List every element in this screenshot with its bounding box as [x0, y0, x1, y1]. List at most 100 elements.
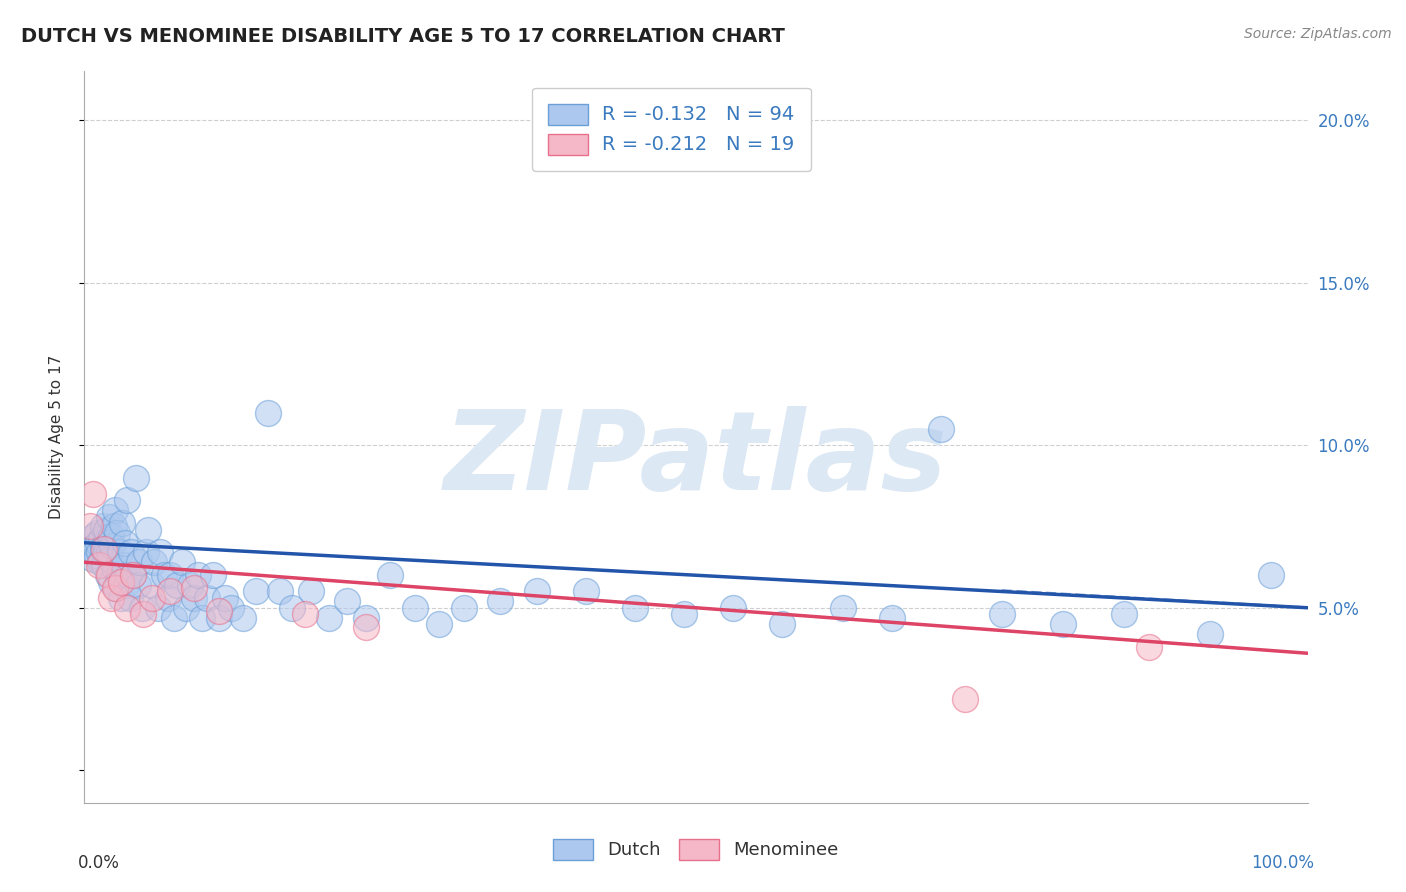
- Point: [318, 610, 340, 624]
- Point: [108, 545, 131, 559]
- Point: [141, 591, 163, 605]
- Point: [132, 607, 155, 622]
- Point: [672, 607, 695, 622]
- Text: 100.0%: 100.0%: [1251, 854, 1313, 872]
- Point: [86, 549, 108, 563]
- Point: [89, 555, 111, 569]
- Point: [208, 610, 231, 624]
- Point: [104, 562, 127, 576]
- Point: [90, 533, 112, 547]
- Point: [831, 600, 853, 615]
- Point: [299, 584, 322, 599]
- Point: [125, 471, 148, 485]
- Point: [136, 523, 159, 537]
- Point: [721, 600, 744, 615]
- Point: [96, 545, 118, 559]
- Point: [172, 555, 194, 569]
- Point: [100, 574, 122, 589]
- Point: [880, 610, 903, 624]
- Point: [191, 610, 214, 624]
- Point: [114, 535, 136, 549]
- Point: [94, 535, 117, 549]
- Point: [575, 584, 598, 599]
- Point: [93, 542, 115, 557]
- Point: [83, 529, 105, 543]
- Point: [97, 568, 120, 582]
- Y-axis label: Disability Age 5 to 17: Disability Age 5 to 17: [49, 355, 63, 519]
- Point: [179, 578, 201, 592]
- Text: 0.0%: 0.0%: [79, 854, 120, 872]
- Point: [929, 422, 952, 436]
- Point: [281, 600, 304, 615]
- Point: [156, 591, 179, 605]
- Point: [380, 568, 402, 582]
- Point: [1260, 568, 1282, 582]
- Point: [105, 581, 128, 595]
- Point: [91, 542, 114, 557]
- Point: [96, 523, 118, 537]
- Point: [953, 691, 976, 706]
- Point: [97, 509, 120, 524]
- Point: [183, 581, 205, 595]
- Point: [153, 568, 176, 582]
- Point: [526, 584, 548, 599]
- Point: [79, 542, 101, 557]
- Point: [127, 578, 149, 592]
- Point: [1198, 626, 1220, 640]
- Point: [1052, 617, 1074, 632]
- Point: [110, 574, 132, 589]
- Point: [159, 568, 181, 582]
- Point: [991, 607, 1014, 622]
- Point: [187, 568, 209, 582]
- Point: [100, 529, 122, 543]
- Point: [103, 519, 125, 533]
- Point: [135, 545, 157, 559]
- Point: [87, 535, 110, 549]
- Point: [149, 545, 172, 559]
- Point: [110, 591, 132, 605]
- Point: [122, 568, 145, 582]
- Point: [232, 610, 254, 624]
- Point: [143, 555, 166, 569]
- Point: [354, 610, 377, 624]
- Point: [82, 552, 104, 566]
- Text: ZIPatlas: ZIPatlas: [444, 406, 948, 513]
- Point: [115, 578, 138, 592]
- Point: [117, 568, 139, 582]
- Point: [104, 581, 127, 595]
- Text: DUTCH VS MENOMINEE DISABILITY AGE 5 TO 17 CORRELATION CHART: DUTCH VS MENOMINEE DISABILITY AGE 5 TO 1…: [21, 27, 785, 45]
- Point: [87, 558, 110, 573]
- Point: [104, 503, 127, 517]
- Point: [112, 558, 135, 573]
- Point: [257, 406, 280, 420]
- Point: [245, 584, 267, 599]
- Point: [131, 600, 153, 615]
- Point: [105, 526, 128, 541]
- Point: [354, 620, 377, 634]
- Point: [84, 539, 107, 553]
- Point: [120, 545, 142, 559]
- Point: [101, 539, 124, 553]
- Point: [79, 519, 101, 533]
- Point: [453, 600, 475, 615]
- Point: [336, 594, 359, 608]
- Point: [404, 600, 426, 615]
- Point: [128, 555, 150, 569]
- Point: [141, 578, 163, 592]
- Point: [98, 552, 121, 566]
- Point: [294, 607, 316, 622]
- Point: [214, 591, 236, 605]
- Point: [269, 584, 291, 599]
- Point: [1137, 640, 1160, 654]
- Point: [624, 600, 647, 615]
- Point: [427, 617, 450, 632]
- Point: [201, 568, 224, 582]
- Point: [91, 519, 114, 533]
- Point: [97, 568, 120, 582]
- Text: Source: ZipAtlas.com: Source: ZipAtlas.com: [1244, 27, 1392, 41]
- Point: [174, 600, 197, 615]
- Point: [163, 610, 186, 624]
- Point: [107, 568, 129, 582]
- Point: [111, 516, 134, 531]
- Point: [97, 545, 120, 559]
